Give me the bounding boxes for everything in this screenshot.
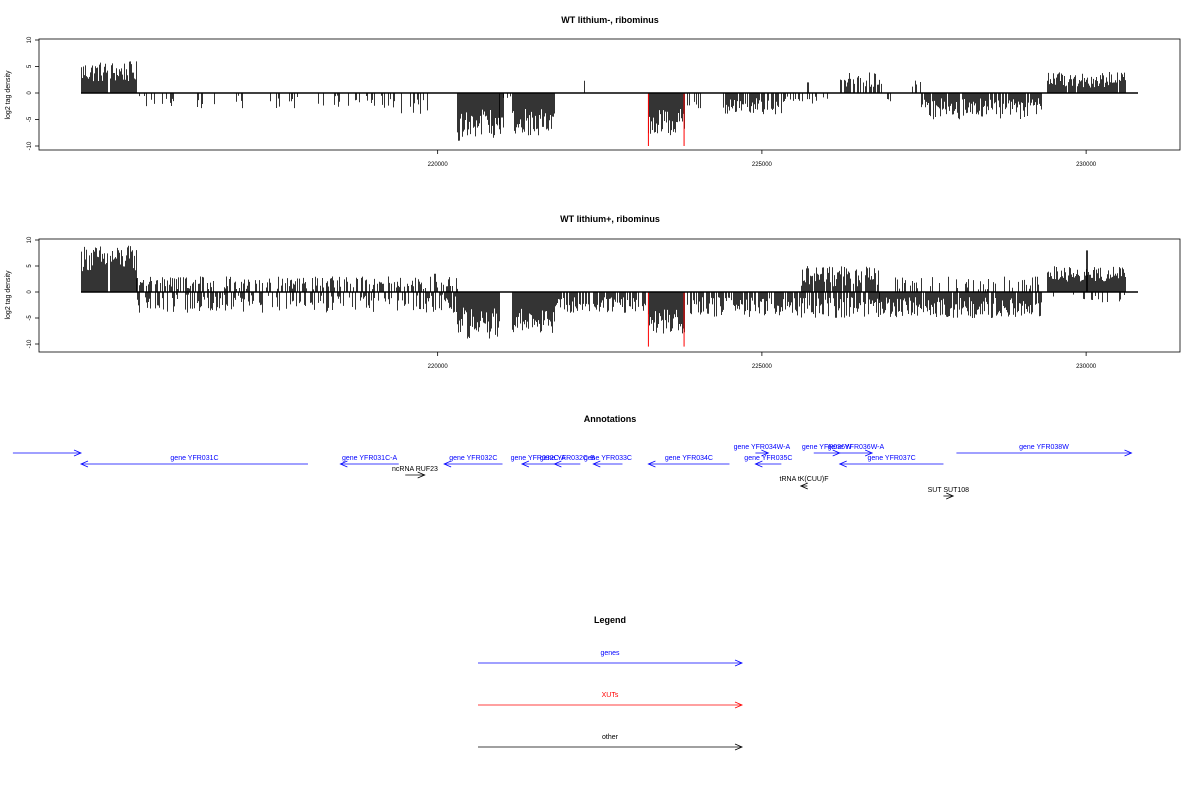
x-tick-label: 220000 — [428, 364, 449, 370]
feature-arrowhead — [443, 460, 452, 468]
feature-arrowhead — [1124, 449, 1133, 457]
feature-arrowhead — [838, 460, 847, 468]
axes: 10 5 0 -5 -10 220000 225000 230000 — [27, 36, 1138, 168]
plot-frame — [38, 38, 1181, 151]
feature-arrowhead — [73, 449, 83, 457]
legend-arrowhead — [734, 701, 744, 709]
feature-arrowhead — [754, 460, 763, 468]
legend-title: Legend — [594, 615, 626, 625]
legend-items: genes XUTs other — [478, 650, 744, 751]
feature-label: gene YFR032C — [449, 455, 497, 462]
y-tick-label: -10 — [27, 339, 33, 348]
feature-arrowhead — [647, 460, 656, 468]
feature-arrowhead — [79, 460, 89, 468]
annotations-title: Annotations — [584, 414, 637, 424]
feature-label: gene YFR037C — [868, 455, 916, 462]
track-lithium-minus: WT lithium-, ribominus log2 tag density … — [5, 15, 1181, 168]
feature-label: SUT SUT108 — [928, 487, 970, 494]
feature-arrowhead — [864, 449, 874, 457]
legend-label: genes — [600, 650, 620, 657]
y-tick-label: -10 — [27, 141, 33, 150]
density-bars — [81, 61, 1126, 146]
feature-label: gene YFR032C-A — [511, 455, 566, 462]
legend-arrowhead — [734, 743, 744, 751]
feature-arrowhead — [799, 482, 808, 490]
y-axis-label: log2 tag density — [5, 270, 12, 320]
legend-arrowhead — [734, 659, 744, 667]
track-lithium-plus: WT lithium+, ribominus log2 tag density … — [5, 214, 1181, 370]
feature-label: gene YFR031C — [170, 455, 218, 462]
x-tick-label: 230000 — [1076, 162, 1097, 168]
feature-label: gene YFR031C-A — [342, 455, 397, 462]
feature-arrowhead — [553, 460, 562, 468]
feature-arrowhead — [761, 449, 770, 457]
x-tick-label: 225000 — [752, 364, 773, 370]
annotation-features: gene YFR031C gene YFR031C-A gene YFR032C ge… — [12, 444, 1133, 500]
y-tick-label: 5 — [27, 264, 33, 268]
y-tick-label: 0 — [27, 290, 33, 294]
feature-label: gene YFR038W — [1019, 444, 1069, 451]
y-axis-label: log2 tag density — [5, 70, 12, 120]
y-tick-label: 10 — [27, 236, 33, 243]
axes: 10 5 0 -5 -10 220000 225000 230000 — [27, 236, 1138, 370]
track-title: WT lithium+, ribominus — [560, 214, 660, 224]
feature-arrowhead — [592, 460, 601, 468]
feature-arrowhead — [339, 460, 348, 468]
feature-label: gene YFR032C-B — [540, 455, 595, 462]
feature-label: tRNA tK(CUU)F — [780, 476, 829, 483]
feature-arrowhead — [417, 471, 426, 479]
legend-label: other — [602, 734, 619, 741]
feature-arrowhead — [946, 492, 955, 500]
y-tick-label: 0 — [27, 91, 33, 95]
y-tick-label: 5 — [27, 64, 33, 68]
y-tick-label: 10 — [27, 36, 33, 43]
feature-arrowhead — [520, 460, 530, 468]
y-tick-label: -5 — [27, 116, 33, 122]
legend: Legend genes XUTs other — [478, 615, 744, 751]
legend-label: XUTs — [602, 692, 619, 699]
feature-label: gene YFR034C — [665, 455, 713, 462]
feature-label: gene YFR036W-A — [828, 444, 885, 451]
feature-label: gene YFR034W-A — [734, 444, 791, 451]
x-tick-label: 230000 — [1076, 364, 1097, 370]
feature-label: gene YFR033C — [584, 455, 632, 462]
density-bars — [81, 245, 1126, 347]
plot-frame — [38, 238, 1181, 353]
x-tick-label: 225000 — [752, 162, 773, 168]
track-title: WT lithium-, ribominus — [561, 15, 659, 25]
feature-label: gene YFR035C — [744, 455, 792, 462]
feature-label: ncRNA RUF23 — [392, 466, 438, 473]
x-tick-label: 220000 — [428, 162, 449, 168]
y-tick-label: -5 — [27, 315, 33, 321]
annotations-panel: Annotations gene YFR031C gene YFR031C-A ge… — [12, 414, 1133, 500]
feature-label: gene YFR036W — [802, 444, 852, 451]
